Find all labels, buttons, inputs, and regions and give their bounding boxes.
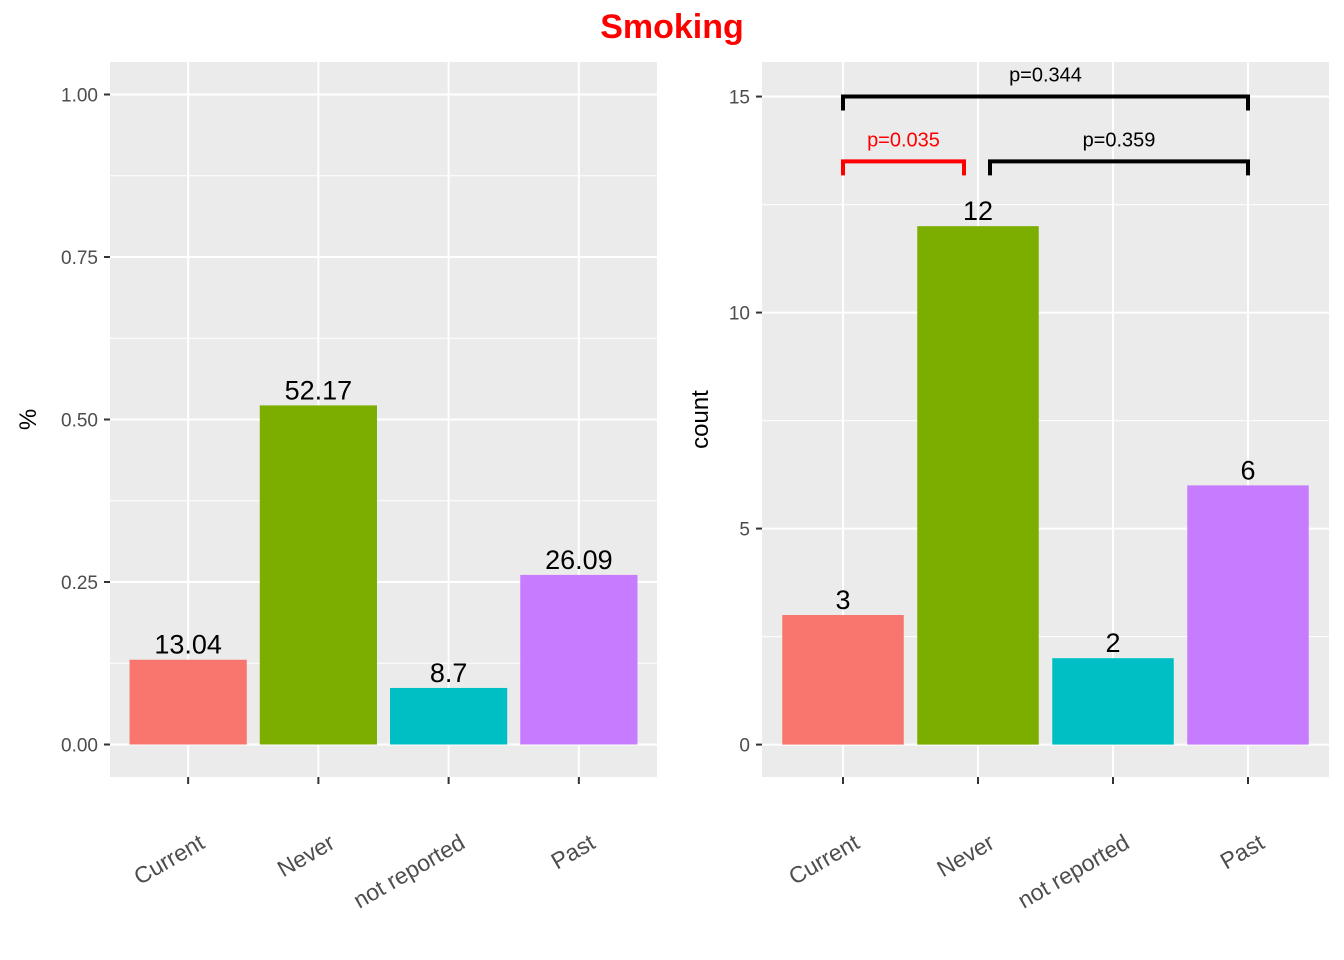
bar [1052,658,1174,745]
y-tick-label: 15 [729,88,750,109]
significance-bracket [841,159,966,176]
data-label: 13.04 [154,630,222,660]
data-label: 26.09 [545,545,613,575]
bar [782,614,904,745]
bar [259,405,377,745]
data-label: 3 [835,585,850,615]
x-tick-label: Past [546,829,599,875]
data-label: 6 [1240,455,1255,485]
percent-bar-chart: 0.00 0.25 0.50 0.75 1.00 13.04 52.17 8.7 26.09 Cu… [15,62,657,913]
y-tick-label: 0.25 [61,573,98,594]
count-bar-chart: 0 5 10 15 3 12 2 6 Current Never not reported Past c… [687,62,1329,913]
y-tick-label: 0.50 [61,411,98,432]
data-label: 52.17 [285,375,353,405]
x-tick-label: Never [932,829,998,882]
x-tick-label: not reported [349,829,469,914]
bar [520,574,638,745]
y-tick-label: 0.00 [61,736,98,757]
chart-title: Smoking [600,8,744,46]
y-tick-label: 0.75 [61,248,98,269]
p-value-label: p=0.344 [1009,65,1082,87]
data-label: 12 [963,196,993,226]
x-tick-label: Past [1216,829,1269,875]
significance-bracket [988,159,1250,176]
bar [1187,485,1309,745]
y-axis-title: count [687,390,714,449]
bar [390,687,508,745]
y-tick-label: 0 [739,736,750,757]
p-value-label: p=0.359 [1083,129,1156,151]
x-tick-label: Current [784,829,864,890]
x-tick-label: Never [273,829,339,882]
data-label: 2 [1105,628,1120,658]
y-tick-label: 10 [729,304,750,325]
x-tick-label: not reported [1013,829,1133,914]
bar [129,659,247,745]
p-value-label: p=0.035 [867,129,940,151]
x-tick-label: Current [129,829,209,890]
bar [917,226,1039,745]
y-tick-label: 5 [739,520,750,541]
significance-bracket [841,94,1250,111]
y-tick-label: 1.00 [61,86,98,107]
data-label: 8.7 [430,658,468,688]
y-axis-title: % [15,409,42,430]
